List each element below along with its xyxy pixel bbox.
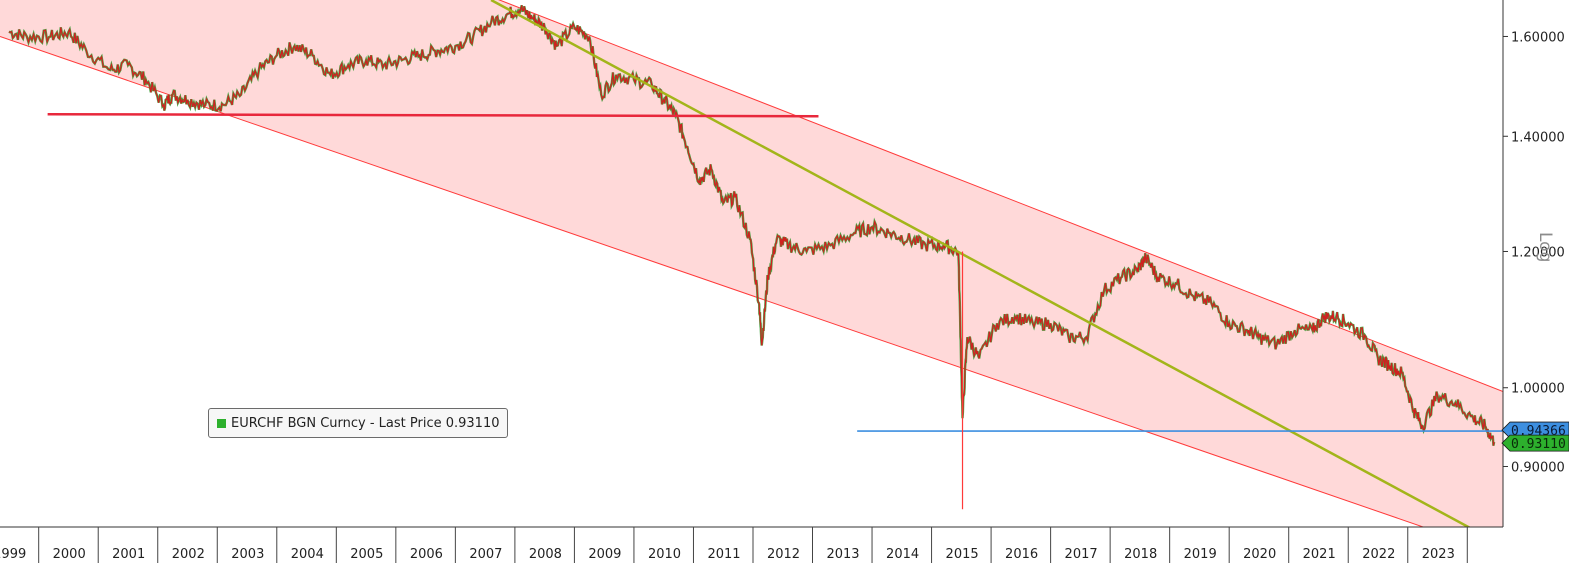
x-tick-label: 2020 <box>1243 547 1276 562</box>
x-tick-label: 2017 <box>1065 547 1098 562</box>
channel-lower-line <box>0 35 1425 527</box>
y-tick-label: 1.40000 <box>1511 130 1565 145</box>
channel-fill <box>0 0 1503 527</box>
price-series-line <box>8 5 1495 446</box>
legend-text: EURCHF BGN Curncy - Last Price 0.93110 <box>231 415 500 431</box>
y-axis: 1.60000 1.40000 1.20000 1.00000 0.90000 <box>1502 0 1565 527</box>
x-tick-label: 2000 <box>53 547 86 562</box>
plot-area <box>0 0 1503 527</box>
x-tick-label: 1999 <box>0 547 26 562</box>
trendline <box>490 0 1471 527</box>
x-axis: 1999 2000 2001 2002 2003 2004 2005 2006 2007 2008… <box>0 526 1503 563</box>
x-tick-label: 2004 <box>291 547 324 562</box>
legend: EURCHF BGN Curncy - Last Price 0.93110 <box>208 408 509 438</box>
x-tick-label: 2002 <box>172 547 205 562</box>
legend-swatch <box>217 418 226 428</box>
x-tick-label: 2012 <box>767 547 800 562</box>
channel-upper-line <box>498 0 1503 392</box>
x-tick-label: 2023 <box>1422 547 1455 562</box>
x-tick-label: 2001 <box>112 547 145 562</box>
x-tick-label: 2006 <box>410 547 443 562</box>
x-tick-label: 2008 <box>529 547 562 562</box>
x-tick-label: 2011 <box>707 547 740 562</box>
y-tick-label: 1.00000 <box>1511 382 1565 397</box>
x-tick-label: 2010 <box>648 547 681 562</box>
y-tick-label: 0.90000 <box>1511 460 1565 475</box>
x-tick-label: 2003 <box>231 547 264 562</box>
x-tick-label: 2014 <box>886 547 919 562</box>
x-tick-label: 2007 <box>469 547 502 562</box>
support-line <box>47 112 819 118</box>
y-tick-label: 1.20000 <box>1511 245 1565 260</box>
x-tick-label: 2013 <box>826 547 859 562</box>
x-tick-label: 2021 <box>1303 547 1336 562</box>
price-tag <box>1501 434 1569 452</box>
y-tick-label: 1.60000 <box>1511 30 1565 45</box>
x-tick-label: 2022 <box>1362 547 1395 562</box>
price-tag-label: 0.93110 <box>1511 437 1566 452</box>
x-tick-label: 2016 <box>1005 547 1038 562</box>
x-tick-label: 2005 <box>350 547 383 562</box>
plot-content <box>0 0 1503 527</box>
x-tick-label: 2009 <box>588 547 621 562</box>
x-tick-label: 2018 <box>1124 547 1157 562</box>
x-tick-label: 2015 <box>946 547 979 562</box>
x-tick-label: 2019 <box>1184 547 1217 562</box>
log-scale-label: Log <box>1535 232 1555 262</box>
